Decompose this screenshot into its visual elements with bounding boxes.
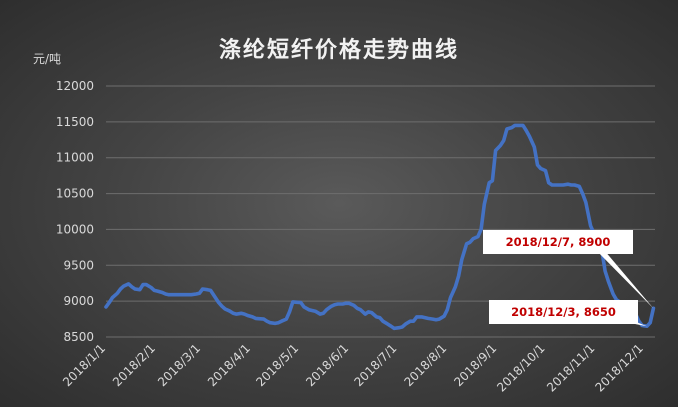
callout-label: 2018/12/7, 8900	[506, 235, 611, 249]
x-tick-label: 2018/7/1	[352, 341, 400, 389]
data-callout: 2018/12/7, 8900	[483, 230, 654, 309]
y-axis-ticks: 8500 9000 9500 10000 10500 11000 11500 12000	[56, 79, 94, 344]
data-callout: 2018/12/3, 8650	[489, 300, 647, 327]
x-tick-label: 2018/8/1	[401, 341, 449, 389]
series-group	[104, 123, 656, 331]
x-tick-label: 2018/11/1	[544, 341, 597, 394]
x-tick-label: 2018/2/1	[110, 341, 158, 389]
y-tick-label: 9000	[63, 294, 94, 308]
y-tick-label: 12000	[56, 79, 94, 93]
y-tick-label: 11000	[56, 151, 94, 165]
callout-pointer	[593, 237, 654, 309]
annotations: 2018/12/7, 8900 2018/12/3, 8650	[483, 230, 654, 327]
callout-label: 2018/12/3, 8650	[511, 305, 616, 319]
y-tick-label: 11500	[56, 115, 94, 129]
gridlines	[106, 85, 655, 338]
series-line	[104, 123, 656, 331]
callout-box	[483, 230, 633, 254]
x-tick-label: 2018/5/1	[253, 341, 301, 389]
y-tick-label: 8500	[63, 330, 94, 344]
x-tick-label: 2018/3/1	[155, 341, 203, 389]
y-tick-label: 9500	[63, 258, 94, 272]
x-tick-label: 2018/10/1	[494, 341, 547, 394]
y-axis-unit-label: 元/吨	[33, 52, 61, 66]
x-tick-label: 2018/1/1	[60, 341, 108, 389]
x-tick-label: 2018/9/1	[451, 341, 499, 389]
chart-title: 涤纶短纤价格走势曲线	[219, 37, 459, 63]
x-tick-label: 2018/12/1	[592, 341, 645, 394]
callout-box	[489, 300, 638, 324]
x-tick-label: 2018/4/1	[205, 341, 253, 389]
x-tick-label: 2018/6/1	[303, 341, 351, 389]
y-tick-label: 10500	[56, 187, 94, 201]
y-tick-label: 10000	[56, 222, 94, 236]
